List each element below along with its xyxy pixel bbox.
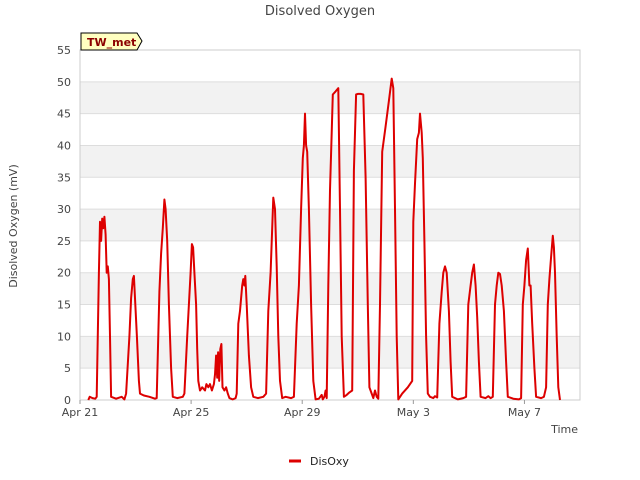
legend: DisOxy (289, 455, 349, 468)
x-tick-label: Apr 25 (173, 406, 210, 419)
annotation-badge-text: TW_met (87, 36, 136, 49)
y-tick-label: 50 (57, 76, 71, 89)
y-tick-label: 40 (57, 139, 71, 152)
plot-frame (79, 49, 581, 401)
x-axis-label: Time (550, 423, 578, 436)
plot-band (80, 81, 580, 114)
y-tick-label: 45 (57, 108, 71, 121)
y-tick-label: 10 (57, 330, 71, 343)
annotation-badge: TW_met (80, 32, 143, 51)
y-tick-label: 15 (57, 299, 71, 312)
x-tick-label: Apr 29 (284, 406, 321, 419)
x-axis-ticks: Apr 21 Apr 25 Apr 29 May 3 May 7 (62, 400, 541, 419)
y-tick-label: 0 (64, 394, 71, 407)
y-tick-label: 35 (57, 171, 71, 184)
y-tick-label: 25 (57, 235, 71, 248)
series-layer (87, 77, 561, 401)
y-tick-label: 30 (57, 203, 71, 216)
plot-band (80, 272, 580, 305)
y-tick-label: 5 (64, 362, 71, 375)
y-axis-label: Disolved Oxygen (mV) (7, 164, 20, 288)
x-tick-label: May 3 (397, 406, 430, 419)
y-axis-ticks: 0 5 10 15 20 25 30 35 40 45 50 55 (57, 44, 71, 407)
annotation-badge-shape (80, 32, 143, 51)
chart-title: Disolved Oxygen (265, 4, 375, 19)
y-tick-label: 55 (57, 44, 71, 57)
y-tick-label: 20 (57, 267, 71, 280)
x-tick-label: May 7 (508, 406, 541, 419)
plot-band (80, 336, 580, 369)
x-tick-label: Apr 21 (62, 406, 99, 419)
legend-label-disoxy: DisOxy (310, 455, 349, 468)
series-line-disoxy (87, 77, 561, 401)
